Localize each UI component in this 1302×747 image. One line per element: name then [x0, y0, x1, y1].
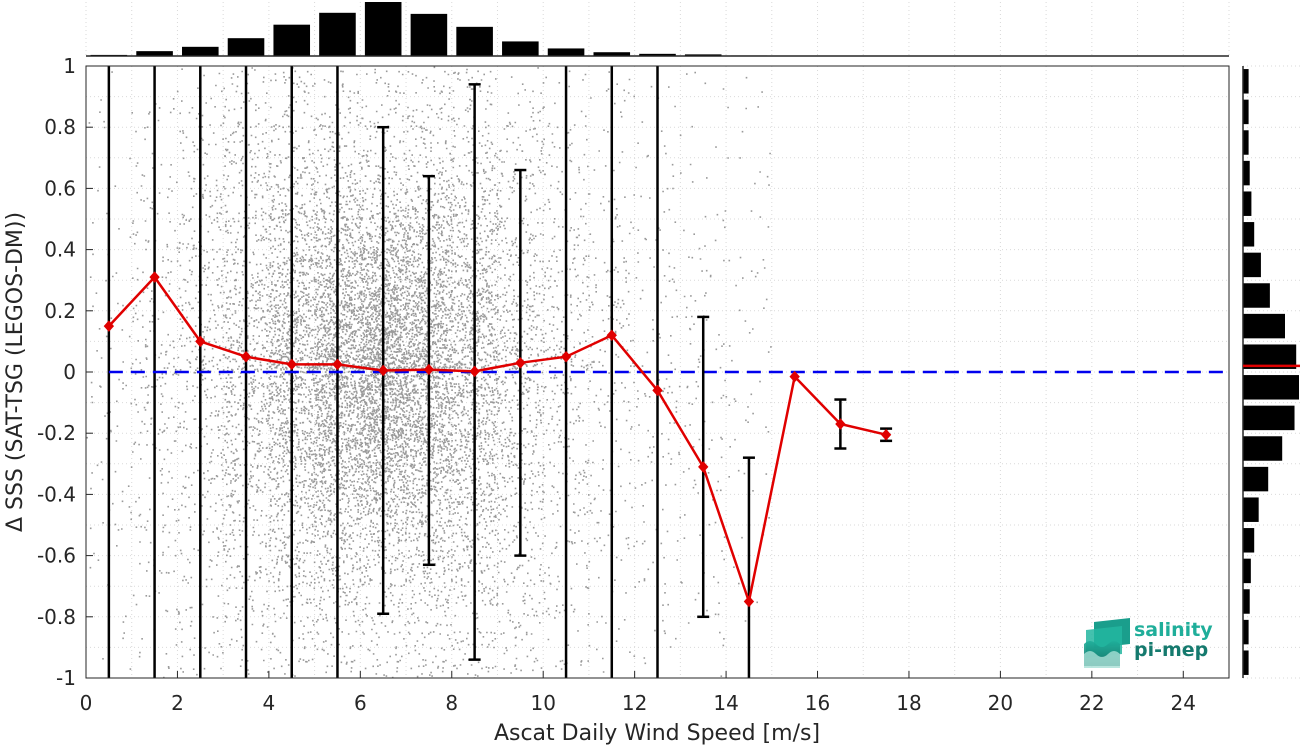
series-marker	[606, 329, 617, 342]
right-hist-bar	[1243, 528, 1255, 553]
series-marker	[240, 350, 252, 363]
top-hist-bar	[639, 53, 676, 56]
top-hist-bar	[502, 41, 539, 56]
series-marker	[378, 364, 389, 377]
x-tick-label: 12	[622, 691, 647, 715]
right-hist-bar	[1243, 558, 1251, 584]
y-tick-label: 0	[63, 360, 76, 384]
x-tick-label: 2	[171, 691, 184, 715]
series-marker	[515, 357, 526, 369]
y-tick-label: 0.6	[44, 176, 76, 200]
x-tick-label: 22	[1079, 691, 1104, 715]
salinity-pi-mep-logo: salinity pi-mep	[1082, 614, 1217, 670]
y-tick-label: -0.8	[37, 605, 76, 629]
series-marker	[149, 271, 160, 283]
right-histogram	[1242, 65, 1300, 679]
right-hist-bar	[1243, 313, 1285, 339]
x-tick-label: 8	[445, 691, 458, 715]
top-histogram	[85, 2, 1230, 57]
series-marker	[789, 370, 800, 383]
right-hist-bar	[1243, 466, 1269, 492]
right-hist-bar	[1243, 436, 1283, 461]
x-axis-label: Ascat Daily Wind Speed [m/s]	[494, 721, 820, 746]
right-hist-bar	[1243, 375, 1299, 400]
series-marker	[835, 418, 846, 430]
series-marker	[332, 358, 343, 371]
series-marker	[698, 461, 709, 473]
series-marker	[560, 350, 572, 363]
x-tick-label: 0	[80, 691, 93, 715]
right-hist-bar	[1243, 497, 1259, 522]
top-hist-bar	[319, 12, 356, 57]
y-tick-label: 0.8	[44, 115, 76, 139]
series-markers	[103, 271, 892, 608]
x-tick-label: 20	[988, 691, 1013, 715]
top-hist-bar	[456, 26, 493, 56]
top-hist-bar	[136, 51, 173, 56]
top-hist-bar	[227, 38, 265, 56]
y-tick-label: -1	[56, 666, 76, 690]
right-hist-bar	[1243, 99, 1249, 125]
x-tick-label: 6	[354, 691, 367, 715]
top-hist-bar	[593, 52, 631, 56]
right-hist-bar	[1243, 283, 1270, 308]
y-tick-label: -0.2	[37, 421, 76, 445]
right-hist-bar	[1243, 130, 1249, 155]
x-tick-label: 24	[1171, 691, 1196, 715]
right-hist-bar	[1243, 619, 1249, 645]
logo-text-pi-mep: pi-mep	[1134, 639, 1209, 661]
y-axis-label: Δ SSS (SAT-TSG (LEGOS-DM))	[3, 212, 28, 532]
y-tick-label: -0.4	[37, 482, 76, 506]
top-hist-bar	[684, 54, 722, 56]
x-tick-label: 10	[530, 691, 555, 715]
x-tick-label: 14	[713, 691, 738, 715]
series-marker	[423, 363, 435, 376]
series-marker	[469, 365, 480, 378]
right-hist-bar	[1243, 222, 1255, 247]
axis-ticks: 0 2 4 6 8 10 12 14 16 18 20 22 24-1-0.8-0.6-0.4-0.20…	[37, 54, 1196, 715]
right-hist-bar	[1243, 160, 1250, 186]
x-tick-label: 16	[805, 691, 830, 715]
top-hist-bar	[273, 24, 311, 56]
top-hist-bar	[182, 46, 219, 56]
right-hist-bar	[1243, 252, 1261, 278]
top-hist-bar	[547, 48, 585, 56]
series-marker	[103, 320, 115, 332]
y-tick-label: 1	[63, 54, 76, 78]
series-marker	[286, 358, 297, 371]
top-hist-bar	[364, 2, 402, 56]
series-marker	[880, 428, 892, 441]
series-marker	[743, 595, 755, 608]
series-line	[107, 275, 887, 607]
right-hist-bar	[1243, 69, 1249, 94]
y-tick-label: 0.2	[44, 299, 76, 323]
right-hist-bar	[1243, 191, 1252, 216]
right-hist-bar	[1243, 405, 1295, 431]
right-hist-bar	[1243, 650, 1249, 675]
right-hist-bar	[1243, 589, 1250, 614]
y-tick-label: -0.6	[37, 544, 76, 568]
logo-text-salinity: salinity	[1134, 619, 1213, 641]
waves-logo-icon	[1084, 618, 1130, 668]
y-tick-label: 0.4	[44, 238, 76, 262]
x-tick-label: 18	[896, 691, 921, 715]
x-tick-label: 4	[263, 691, 276, 715]
top-hist-bar	[410, 13, 448, 56]
series-marker	[652, 384, 663, 397]
series-marker	[195, 335, 206, 348]
